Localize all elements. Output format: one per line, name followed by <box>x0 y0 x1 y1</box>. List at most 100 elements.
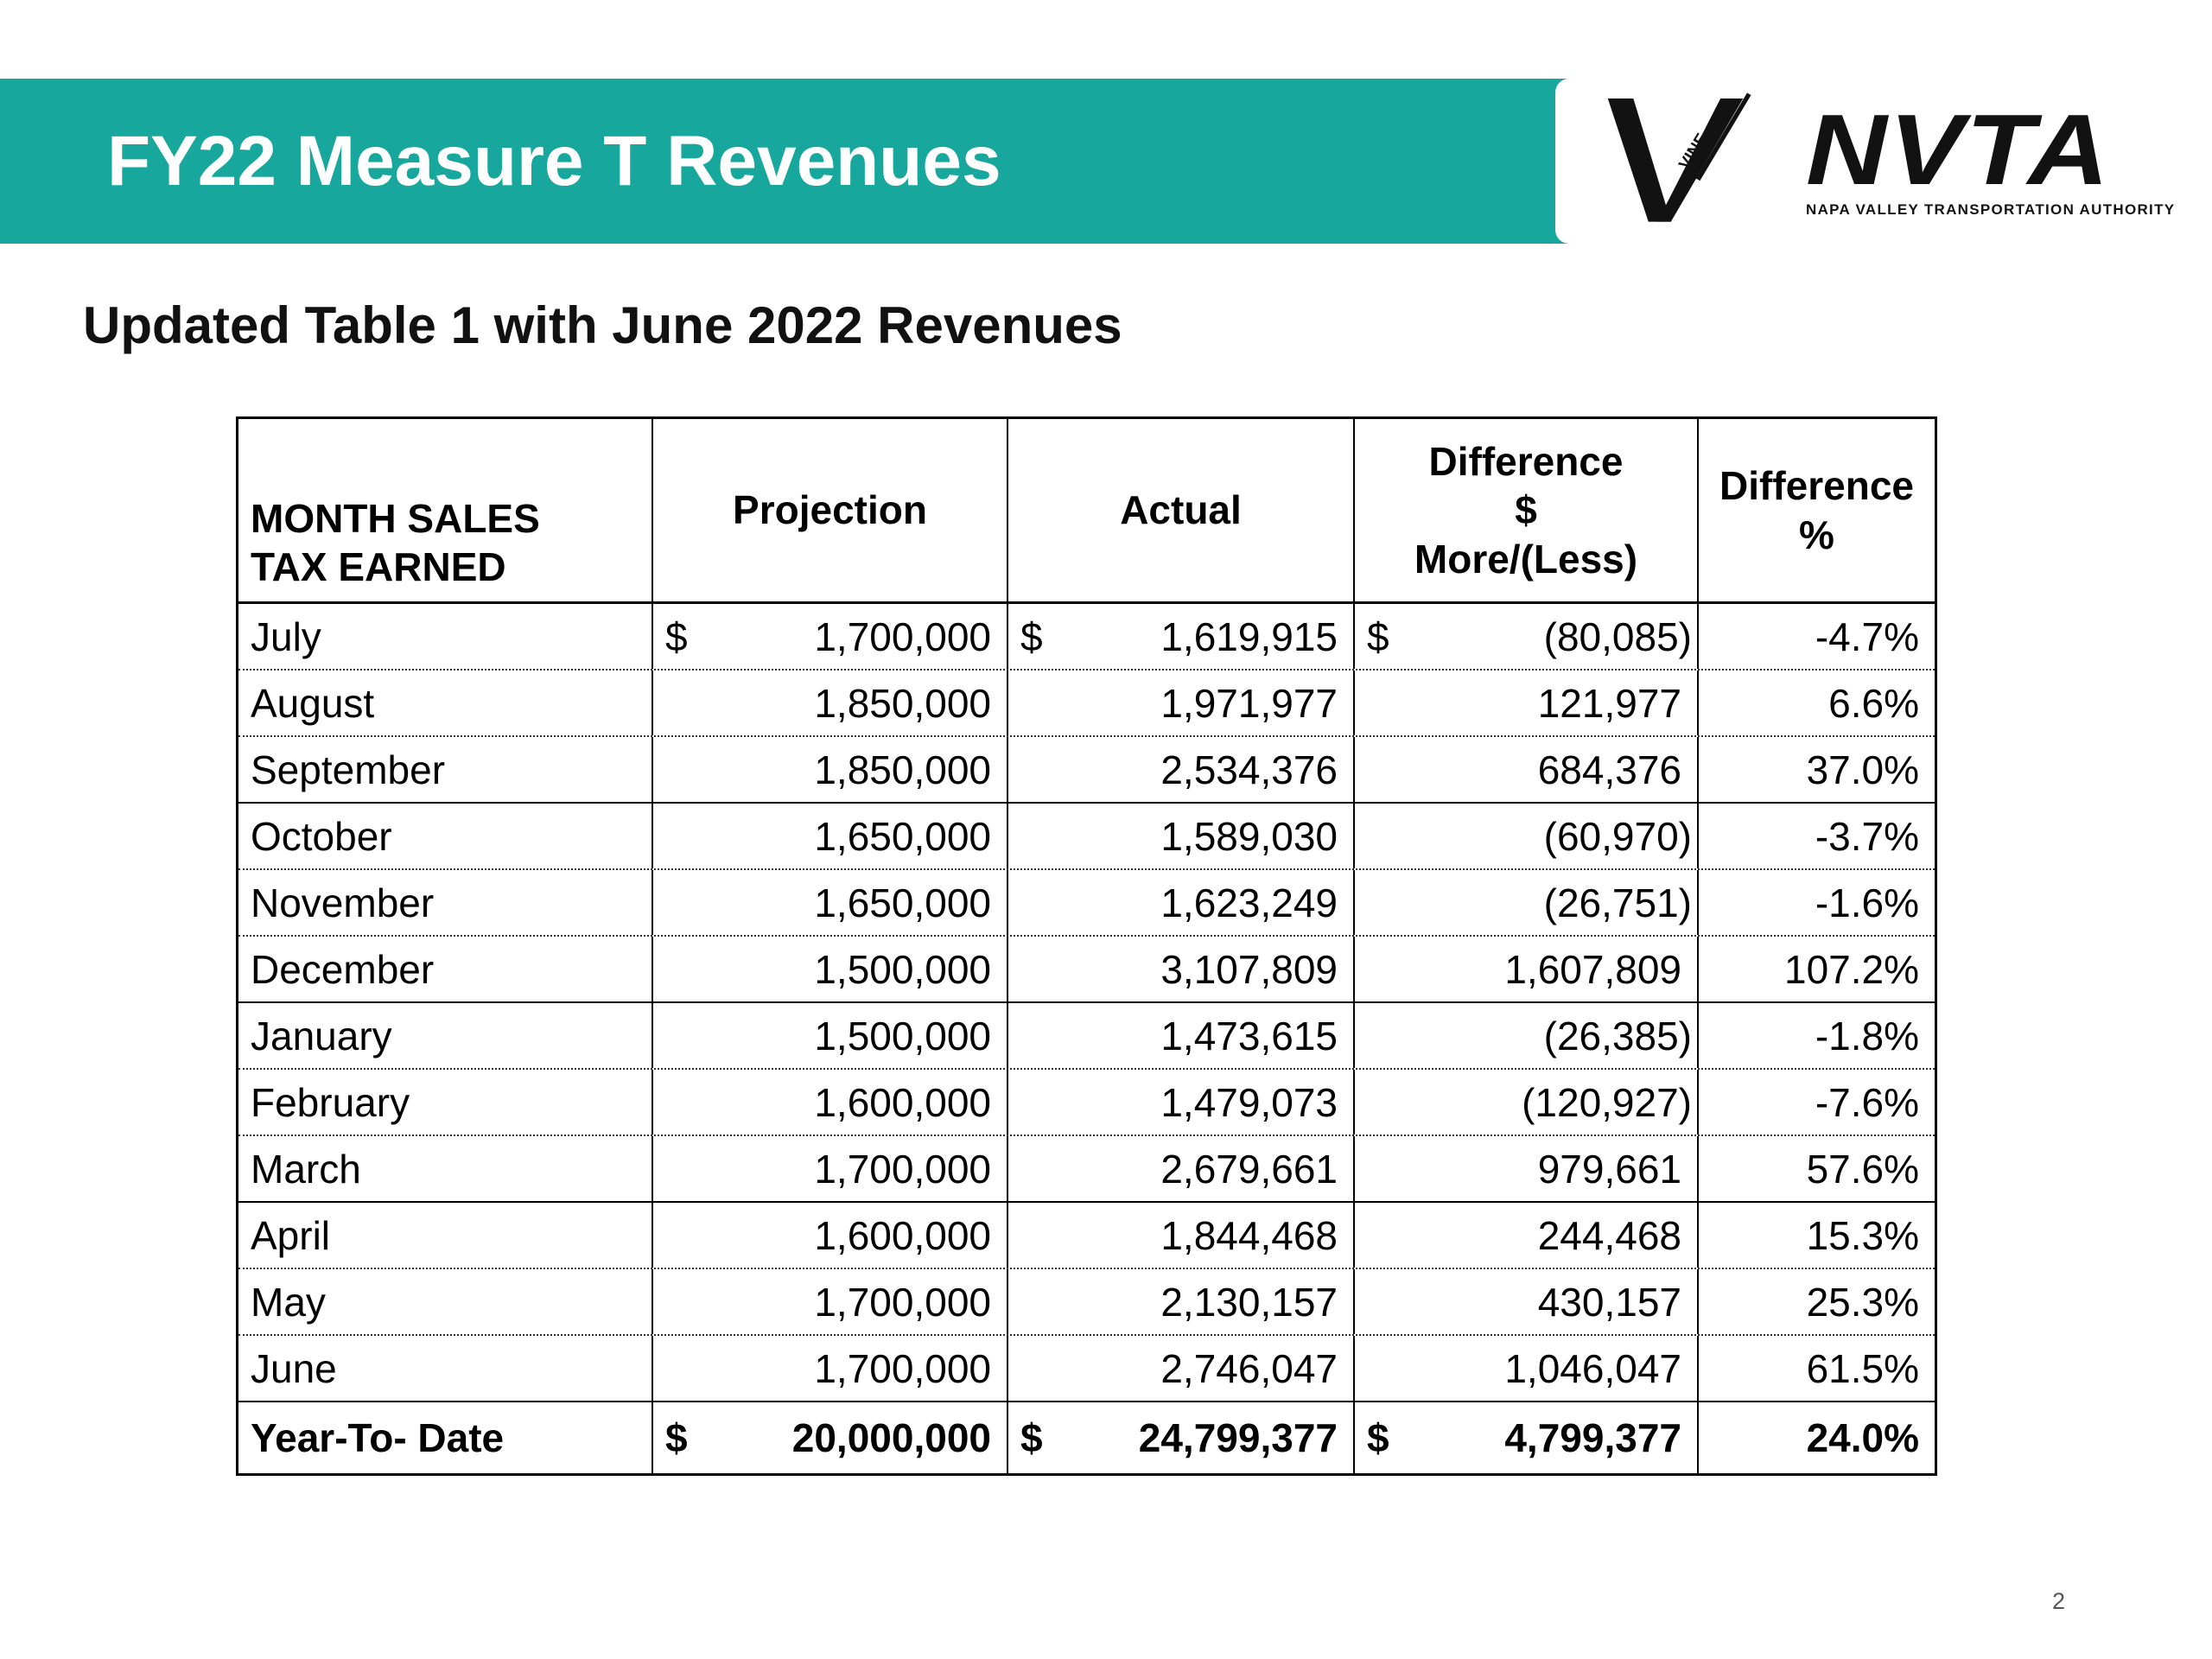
table-row: February 1,600,000 1,479,073 (120,927) -… <box>238 1070 1935 1136</box>
cell-projection: 1,850,000 <box>653 737 1008 802</box>
cell-percent: 25.3% <box>1806 1279 1919 1325</box>
cell-projection: 1,600,000 <box>653 1070 1008 1135</box>
cell-month: January <box>238 1003 653 1068</box>
table-row: March 1,700,000 2,679,661 979,661 57.6% <box>238 1136 1935 1203</box>
cell-difference: $ (80,085) <box>1355 604 1699 669</box>
cell-month: September <box>238 737 653 802</box>
header-actual: Actual <box>1008 419 1355 601</box>
cell-actual: $ 24,799,377 <box>1008 1402 1355 1473</box>
subtitle: Updated Table 1 with June 2022 Revenues <box>83 296 1122 354</box>
nvta-logo: NVTA NAPA VALLEY TRANSPORTATION AUTHORIT… <box>1806 99 2176 219</box>
cell-projection: 1,600,000 <box>653 1203 1008 1268</box>
cell-difference: (26,751) <box>1355 870 1699 935</box>
cell-percent: 107.2% <box>1783 946 1919 992</box>
cell-projection: 1,850,000 <box>653 671 1008 735</box>
cell-percent: 24.0% <box>1806 1415 1919 1460</box>
cell-percent: 6.6% <box>1828 680 1919 726</box>
cell-projection: 1,700,000 <box>653 1336 1008 1401</box>
cell-month: October <box>238 804 653 868</box>
cell-percent: 61.5% <box>1806 1345 1919 1391</box>
table-row: April 1,600,000 1,844,468 244,468 15.3% <box>238 1203 1935 1269</box>
currency-sign: $ <box>1020 1415 1043 1460</box>
cell-actual: 1,479,073 <box>1008 1070 1355 1135</box>
table-row: July $ 1,700,000 $ 1,619,915 $ (80,085) … <box>238 604 1935 671</box>
table-row: December 1,500,000 3,107,809 1,607,809 1… <box>238 937 1935 1003</box>
cell-actual: 1,473,615 <box>1008 1003 1355 1068</box>
cell-percent: -4.7% <box>1815 613 1919 659</box>
table-row: May 1,700,000 2,130,157 430,157 25.3% <box>238 1269 1935 1336</box>
currency-sign: $ <box>1367 1415 1389 1460</box>
cell-actual: 1,971,977 <box>1008 671 1355 735</box>
cell-actual: 1,623,249 <box>1008 870 1355 935</box>
currency-sign: $ <box>1367 613 1389 659</box>
table-row: November 1,650,000 1,623,249 (26,751) -1… <box>238 870 1935 937</box>
logo-panel: VINE NVTA NAPA VALLEY TRANSPORTATION AUT… <box>1555 79 2212 244</box>
cell-actual: 2,130,157 <box>1008 1269 1355 1334</box>
cell-difference: (120,927) <box>1355 1070 1699 1135</box>
cell-difference: 1,607,809 <box>1355 937 1699 1001</box>
header-month: MONTH SALES TAX EARNED <box>238 419 653 601</box>
cell-actual: 2,746,047 <box>1008 1336 1355 1401</box>
cell-difference: (60,970) <box>1355 804 1699 868</box>
cell-actual: $ 1,619,915 <box>1008 604 1355 669</box>
cell-projection: 1,700,000 <box>653 1136 1008 1201</box>
cell-month: November <box>238 870 653 935</box>
cell-projection: 1,500,000 <box>653 937 1008 1001</box>
cell-actual: 1,844,468 <box>1008 1203 1355 1268</box>
cell-projection: 1,650,000 <box>653 804 1008 868</box>
cell-month: Year-To- Date <box>238 1402 653 1473</box>
cell-percent: 37.0% <box>1806 747 1919 792</box>
cell-percent: -3.7% <box>1815 813 1919 859</box>
cell-difference: 979,661 <box>1355 1136 1699 1201</box>
cell-projection: $ 1,700,000 <box>653 604 1008 669</box>
page-number: 2 <box>2052 1588 2066 1614</box>
slide-title: FY22 Measure T Revenues <box>107 122 1001 200</box>
cell-percent: -7.6% <box>1815 1079 1919 1125</box>
cell-projection: 1,700,000 <box>653 1269 1008 1334</box>
cell-difference: (26,385) <box>1355 1003 1699 1068</box>
cell-actual: 2,534,376 <box>1008 737 1355 802</box>
table-row: October 1,650,000 1,589,030 (60,970) -3.… <box>238 804 1935 870</box>
cell-difference: 244,468 <box>1355 1203 1699 1268</box>
cell-actual: 2,679,661 <box>1008 1136 1355 1201</box>
header-difference: Difference $ More/(Less) <box>1355 419 1699 601</box>
table-total-row: Year-To- Date $ 20,000,000 $ 24,799,377 … <box>238 1402 1935 1473</box>
nvta-logo-tagline: NAPA VALLEY TRANSPORTATION AUTHORITY <box>1806 200 2176 218</box>
table-row: August 1,850,000 1,971,977 121,977 6.6% <box>238 671 1935 737</box>
cell-projection: 1,500,000 <box>653 1003 1008 1068</box>
cell-percent: -1.8% <box>1815 1013 1919 1058</box>
cell-percent: 57.6% <box>1806 1146 1919 1192</box>
nvta-logo-word: NVTA <box>1806 93 2111 207</box>
table-row: January 1,500,000 1,473,615 (26,385) -1.… <box>238 1003 1935 1070</box>
cell-difference: $ 4,799,377 <box>1355 1402 1699 1473</box>
cell-month: July <box>238 604 653 669</box>
cell-percent: 15.3% <box>1806 1212 1919 1258</box>
currency-sign: $ <box>1020 613 1043 659</box>
currency-sign: $ <box>665 613 688 659</box>
cell-month: March <box>238 1136 653 1201</box>
table-body: July $ 1,700,000 $ 1,619,915 $ (80,085) … <box>238 604 1935 1473</box>
cell-difference: 684,376 <box>1355 737 1699 802</box>
cell-month: May <box>238 1269 653 1334</box>
cell-percent: -1.6% <box>1815 880 1919 925</box>
table-header-row: MONTH SALES TAX EARNED Projection Actual… <box>238 419 1935 604</box>
table-row: September 1,850,000 2,534,376 684,376 37… <box>238 737 1935 804</box>
header-projection: Projection <box>653 419 1008 601</box>
currency-sign: $ <box>665 1415 688 1460</box>
header-percent: Difference % <box>1719 463 1914 557</box>
cell-month: December <box>238 937 653 1001</box>
cell-month: June <box>238 1336 653 1401</box>
cell-actual: 3,107,809 <box>1008 937 1355 1001</box>
cell-projection: $ 20,000,000 <box>653 1402 1008 1473</box>
cell-difference: 121,977 <box>1355 671 1699 735</box>
cell-difference: 1,046,047 <box>1355 1336 1699 1401</box>
cell-month: February <box>238 1070 653 1135</box>
cell-month: August <box>238 671 653 735</box>
table-row: June 1,700,000 2,746,047 1,046,047 61.5% <box>238 1336 1935 1402</box>
revenue-table: MONTH SALES TAX EARNED Projection Actual… <box>236 416 1937 1476</box>
cell-projection: 1,650,000 <box>653 870 1008 935</box>
header-band: FY22 Measure T Revenues VINE NVTA NAPA V… <box>0 79 2212 244</box>
cell-actual: 1,589,030 <box>1008 804 1355 868</box>
vine-logo-icon: VINE <box>1607 92 1751 222</box>
